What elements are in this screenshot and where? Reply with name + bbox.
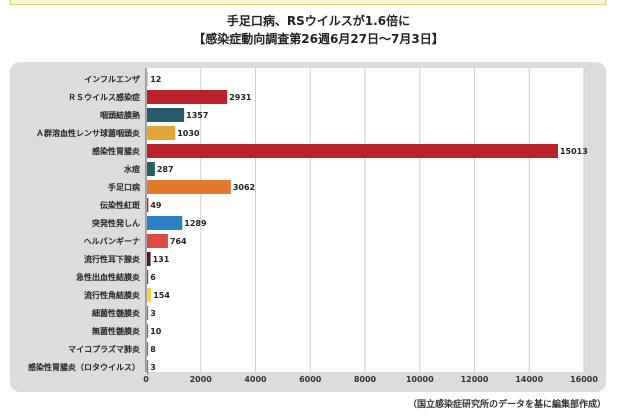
data-label: 6: [150, 273, 156, 282]
data-label: 8: [150, 345, 156, 354]
bar-chart: 0 2000 4000 6000 8000 10000 12000 14000 16000 インフ…: [28, 68, 598, 384]
data-label: 1030: [177, 129, 200, 138]
bar: [147, 342, 149, 356]
bar: [147, 288, 152, 302]
category-label: 細菌性髄膜炎: [92, 308, 140, 318]
category-label: ヘルパンギーナ: [84, 236, 140, 246]
data-label: 2931: [229, 93, 252, 102]
category-label: 咽頭結膜熱: [100, 110, 140, 120]
data-label: 3062: [233, 183, 255, 192]
x-tick-label: 4000: [244, 375, 267, 384]
bar: [147, 252, 151, 266]
bar: [147, 90, 228, 104]
data-label: 1357: [186, 111, 208, 120]
bar: [147, 180, 231, 194]
bar: [147, 234, 168, 248]
category-label: Ａ群溶血性レンサ球菌咽頭炎: [36, 128, 140, 138]
category-label: 突発性発しん: [92, 218, 140, 228]
category-label: 流行性角結膜炎: [84, 290, 140, 300]
chart-title: 手足口病、RSウイルスが1.6倍に: [226, 14, 411, 28]
bar: [147, 162, 155, 176]
category-label: 無菌性髄膜炎: [92, 326, 140, 336]
bar: [147, 216, 183, 230]
category-label: 急性出血性結膜炎: [76, 272, 140, 282]
x-tick-label: 10000: [406, 375, 434, 384]
data-label: 1289: [184, 219, 207, 228]
category-label: インフルエンザ: [84, 75, 140, 84]
data-label: 3: [150, 363, 156, 372]
bar: [147, 198, 149, 212]
data-label: 3: [150, 309, 156, 318]
bar: [147, 360, 149, 374]
x-tick-label: 6000: [299, 375, 322, 384]
category-label: 水痘: [123, 164, 140, 174]
data-label: 12: [150, 75, 161, 84]
data-label: 10: [150, 327, 162, 336]
data-label: 154: [153, 291, 170, 300]
bar: [147, 126, 176, 140]
category-label: ＲＳウイルス感染症: [68, 92, 140, 102]
data-label: 49: [150, 201, 162, 210]
category-label: 感染性胃腸炎: [92, 146, 140, 156]
x-tick-label: 12000: [461, 375, 489, 384]
category-label: 伝染性紅斑: [100, 200, 140, 210]
category-label: 流行性耳下腺炎: [84, 254, 140, 264]
data-label: 764: [170, 237, 187, 246]
top-banner-strip: [10, 0, 606, 5]
chart-subtitle: 【感染症動向調査第26週6月27日～7月3日】: [193, 32, 444, 46]
x-tick-label: 2000: [190, 375, 213, 384]
bar: [147, 306, 149, 320]
bar: [147, 72, 149, 86]
bar: [147, 270, 149, 284]
x-tick-label: 0: [143, 375, 149, 384]
data-label: 131: [153, 255, 170, 264]
bar: [147, 324, 149, 338]
x-tick-label: 14000: [515, 375, 543, 384]
x-tick-label: 16000: [570, 375, 598, 384]
x-tick-label: 8000: [354, 375, 377, 384]
source-note: （国立感染症研究所のデータを基に編集部作成）: [407, 400, 606, 410]
category-label: 手足口病: [108, 182, 140, 192]
data-label: 287: [157, 165, 174, 174]
category-label: 感染性胃腸炎（ロタウイルス）: [28, 362, 140, 372]
chart-panel: 0 2000 4000 6000 8000 10000 12000 14000 16000 インフ…: [10, 62, 606, 392]
bar: [147, 108, 185, 122]
bar: [147, 144, 558, 158]
data-label: 15013: [560, 147, 588, 156]
category-label: マイコプラズマ肺炎: [68, 344, 140, 354]
